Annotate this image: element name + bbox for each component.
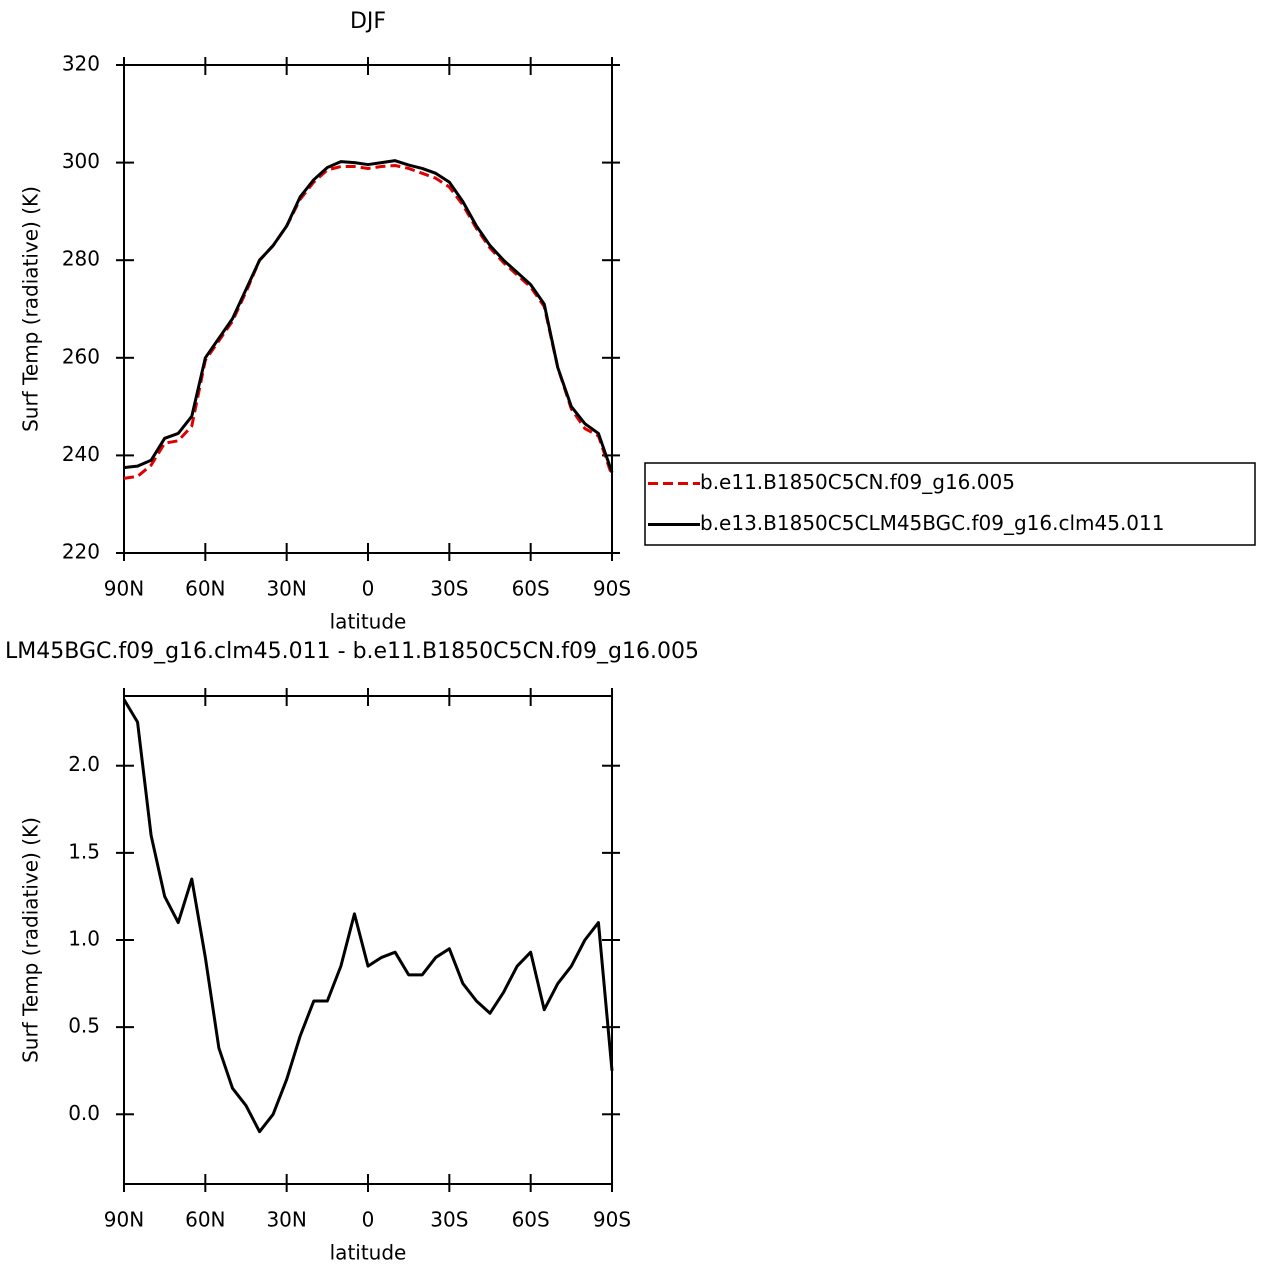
x-tick-label: 30S — [430, 1208, 468, 1232]
y-tick-label: 320 — [62, 52, 100, 76]
y-tick-label: 280 — [62, 247, 100, 271]
x-tick-label: 90N — [104, 577, 144, 601]
line-series — [122, 698, 614, 1134]
legend-box — [644, 462, 1256, 546]
line-series — [123, 159, 614, 473]
y-tick-label: 0.5 — [68, 1014, 100, 1038]
plot-frame — [123, 695, 613, 1185]
x-tick-label: 90N — [104, 1208, 144, 1232]
x-tick-label: 0 — [362, 1208, 375, 1232]
y-tick-label: 2.0 — [68, 752, 100, 776]
y-tick-label: 220 — [62, 540, 100, 564]
x-tick-label: 90S — [593, 577, 631, 601]
chart-title: LM45BGC.f09_g16.clm45.011 - b.e11.B1850C… — [5, 639, 699, 664]
line-series — [123, 164, 614, 480]
y-tick-label: 240 — [62, 442, 100, 466]
y-tick-label: 1.5 — [68, 839, 100, 863]
x-axis-label: latitude — [330, 610, 407, 634]
chart-title: DJF — [350, 9, 386, 34]
y-tick-label: 260 — [62, 344, 100, 368]
x-tick-label: 60S — [512, 1208, 550, 1232]
x-tick-label: 30N — [266, 1208, 306, 1232]
legend-label: b.e11.B1850C5CN.f09_g16.005 — [700, 470, 1015, 494]
y-axis-label: Surf Temp (radiative) (K) — [19, 817, 43, 1063]
x-tick-label: 30S — [430, 577, 468, 601]
y-tick-label: 0.0 — [68, 1101, 100, 1125]
x-tick-label: 90S — [593, 1208, 631, 1232]
x-tick-label: 60S — [512, 577, 550, 601]
x-axis-label: latitude — [330, 1241, 407, 1265]
y-tick-label: 1.0 — [68, 927, 100, 951]
y-tick-label: 300 — [62, 149, 100, 173]
y-axis-label: Surf Temp (radiative) (K) — [19, 186, 43, 432]
x-tick-label: 30N — [266, 577, 306, 601]
x-tick-label: 60N — [185, 1208, 225, 1232]
plot-frame — [123, 64, 613, 554]
x-tick-label: 60N — [185, 577, 225, 601]
x-tick-label: 0 — [362, 577, 375, 601]
legend-label: b.e13.B1850C5CLM45BGC.f09_g16.clm45.011 — [700, 511, 1164, 535]
